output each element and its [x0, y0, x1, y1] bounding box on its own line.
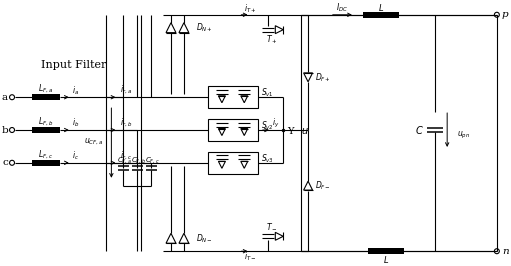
- Text: Input Filter: Input Filter: [41, 60, 106, 70]
- Text: n: n: [502, 247, 508, 256]
- Text: $u$: $u$: [301, 126, 309, 136]
- Text: $D_{F-}$: $D_{F-}$: [315, 179, 331, 192]
- Text: $u_{pn}$: $u_{pn}$: [457, 130, 470, 140]
- Text: $L$: $L$: [378, 2, 384, 13]
- Text: $i_{T-}$: $i_{T-}$: [244, 251, 257, 263]
- Text: $u_{CF,a}$: $u_{CF,a}$: [84, 136, 103, 147]
- Text: $i_a$: $i_a$: [72, 84, 79, 97]
- Text: $D_{N-}$: $D_{N-}$: [196, 232, 213, 244]
- Bar: [32, 127, 60, 133]
- Text: $L_{F,c}$: $L_{F,c}$: [38, 149, 53, 161]
- Bar: [368, 248, 404, 254]
- Text: b: b: [2, 126, 8, 135]
- Bar: [363, 12, 400, 18]
- Bar: [32, 160, 60, 166]
- Text: $C_{F,a}$: $C_{F,a}$: [117, 155, 132, 165]
- Text: $i_{r,b}$: $i_{r,b}$: [120, 117, 132, 129]
- Text: $D_{N+}$: $D_{N+}$: [196, 22, 213, 34]
- Bar: [32, 94, 60, 100]
- Text: $C_{F,c}$: $C_{F,c}$: [145, 155, 159, 165]
- Text: Y: Y: [287, 127, 294, 135]
- Text: $i_{r,c}$: $i_{r,c}$: [120, 150, 132, 162]
- Bar: [208, 119, 258, 141]
- Text: $L_{F,b}$: $L_{F,b}$: [38, 116, 54, 128]
- Text: $i_c$: $i_c$: [72, 149, 79, 162]
- Text: $i_{T+}$: $i_{T+}$: [244, 3, 257, 15]
- Text: $L_{F,a}$: $L_{F,a}$: [38, 83, 53, 95]
- Text: $C$: $C$: [414, 124, 423, 136]
- Text: $i_y$: $i_y$: [272, 117, 280, 130]
- Text: $i_{r,a}$: $i_{r,a}$: [120, 84, 132, 96]
- Text: $i_b$: $i_b$: [72, 117, 79, 129]
- Text: $I_{DC}$: $I_{DC}$: [336, 2, 349, 14]
- Text: p: p: [502, 10, 508, 19]
- Bar: [208, 86, 258, 108]
- Text: $S_{v2}$: $S_{v2}$: [261, 119, 274, 132]
- Text: $S_{v3}$: $S_{v3}$: [261, 152, 274, 165]
- Text: $T_+$: $T_+$: [266, 33, 278, 46]
- Text: $L$: $L$: [383, 254, 389, 265]
- Text: $C_{F,b}$: $C_{F,b}$: [131, 155, 146, 165]
- Bar: [208, 152, 258, 174]
- Text: c: c: [3, 158, 8, 167]
- Text: $S_{v1}$: $S_{v1}$: [261, 86, 274, 99]
- Text: $T_-$: $T_-$: [266, 221, 278, 231]
- Text: a: a: [2, 93, 8, 102]
- Text: $D_{F+}$: $D_{F+}$: [315, 71, 331, 84]
